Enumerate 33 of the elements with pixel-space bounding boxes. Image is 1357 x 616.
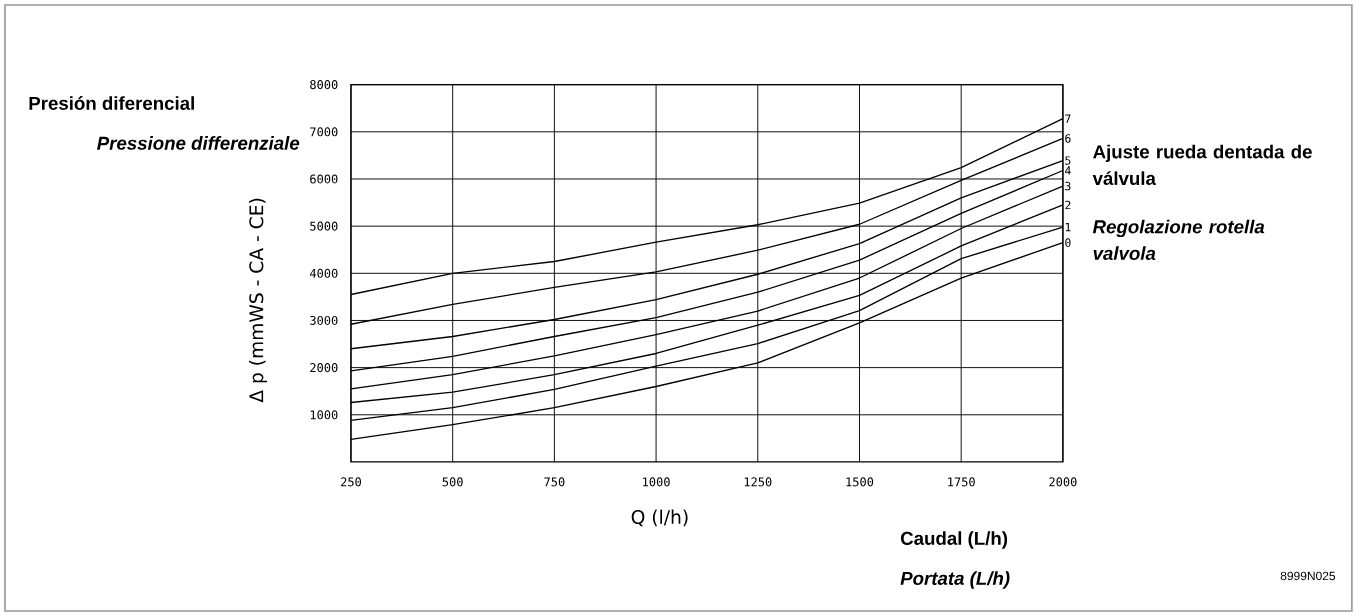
y-axis-title: Δ p (mmWS - CA - CE) [248,198,268,403]
legend-title: Ajuste rueda dentada de válvula [1092,144,1312,186]
series-label: 1 [1065,222,1071,232]
y-tick-label: 5000 [310,221,338,231]
x-tick-label: 750 [544,477,565,487]
x-tick-label: 1500 [846,477,874,487]
series-label: 2 [1065,200,1071,210]
text: Pressione differenziale [97,136,300,150]
y-tick-label: 1000 [310,410,338,420]
series-label: 6 [1065,134,1071,143]
series-label: 0 [1065,238,1071,247]
x-tick-label: 250 [341,477,362,487]
series-label: 3 [1065,181,1071,191]
x-tick-label: 500 [442,477,463,487]
series-label: 4 [1065,166,1071,175]
x-tick-label: 1750 [948,477,975,487]
text: Presión diferencial [29,96,194,110]
x-axis-title: Q (l/h) [631,509,688,527]
text: Portata (L/h) [900,571,1010,589]
x-tick-label: 1000 [643,477,670,487]
series-label: 5 [1065,156,1071,165]
text: Regolazione rotella valvola [1092,219,1265,261]
x-tick-label: 1250 [744,477,772,487]
x-tick-label: 2000 [1049,477,1077,487]
y-tick-label: 3000 [310,315,338,326]
y-tick-label: 4000 [309,268,338,278]
y-tick-label: 7000 [310,127,338,137]
y-tick-label: 8000 [310,80,338,90]
text: Caudal (L/h) [900,531,1008,549]
y-tick-label: 6000 [310,174,338,184]
text: 8999N025 [1280,571,1336,581]
y-tick-label: 2000 [310,363,338,373]
series-label: 7 [1065,114,1071,123]
